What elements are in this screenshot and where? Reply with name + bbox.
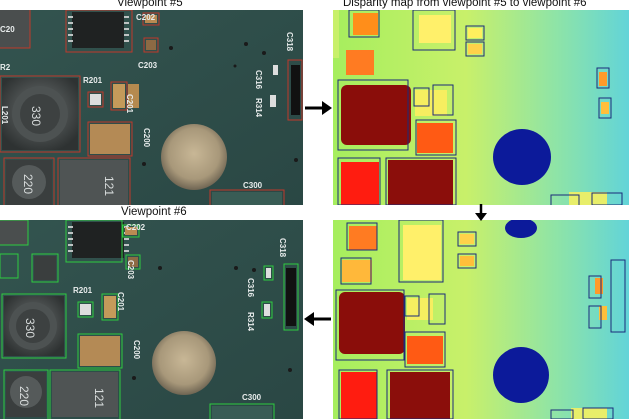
inductor-marking-121: 121 bbox=[102, 176, 116, 196]
pcb-image-viewpoint5: C202 C203 R201 C20 R2 C300 C318 C316 R31… bbox=[0, 10, 303, 205]
inductor-marking-330: 330 bbox=[29, 106, 43, 126]
disparity-map-panel bbox=[333, 10, 629, 205]
label-r201: R201 bbox=[83, 76, 103, 85]
label-c318-v6: C318 bbox=[278, 238, 287, 258]
caption-viewpoint5: Viewpoint #5 bbox=[117, 0, 183, 9]
inductor-marking-220: 220 bbox=[21, 174, 35, 194]
label-c201-v6: C201 bbox=[116, 292, 125, 312]
label-c300-v6: C300 bbox=[242, 393, 262, 402]
arrow-down-icon bbox=[474, 204, 488, 222]
inductor-marking-121-v6: 121 bbox=[92, 388, 106, 408]
label-c201: C201 bbox=[125, 94, 134, 114]
pcb-image-viewpoint6: C202 C203 R201 C300 C318 C316 R314 C200 … bbox=[0, 220, 303, 419]
label-c202-v6: C202 bbox=[126, 223, 146, 232]
label-c318: C318 bbox=[285, 32, 294, 52]
label-r314-v6: R314 bbox=[246, 312, 255, 332]
label-c200-v6: C200 bbox=[132, 340, 141, 360]
arrow-left-icon bbox=[304, 311, 332, 327]
caption-disparity: Disparity map from viewpoint #5 to viewp… bbox=[343, 0, 587, 9]
label-r201-v6: R201 bbox=[73, 286, 93, 295]
label-c316: C316 bbox=[254, 70, 263, 90]
label-r314: R314 bbox=[254, 98, 263, 118]
label-c200: C200 bbox=[142, 128, 151, 148]
label-c20: C20 bbox=[0, 25, 15, 34]
label-c300: C300 bbox=[243, 181, 263, 190]
inductor-marking-330-v6: 330 bbox=[23, 318, 37, 338]
label-r2: R2 bbox=[0, 63, 11, 72]
label-l201: L201 bbox=[0, 106, 9, 125]
label-c203-v6: C203 bbox=[126, 260, 135, 280]
caption-viewpoint6: Viewpoint #6 bbox=[121, 206, 187, 218]
label-c202: C202 bbox=[136, 13, 156, 22]
inductor-marking-220-v6: 220 bbox=[17, 386, 31, 406]
label-c203: C203 bbox=[138, 61, 158, 70]
label-c316-v6: C316 bbox=[246, 278, 255, 298]
warped-disparity-panel bbox=[333, 220, 629, 419]
arrow-right-icon bbox=[304, 100, 332, 116]
